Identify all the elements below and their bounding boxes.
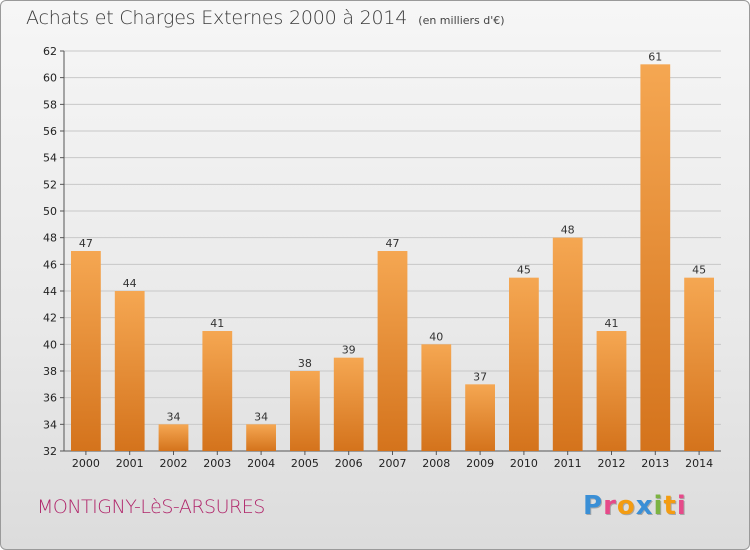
- bar: [684, 277, 714, 451]
- bar: [377, 251, 408, 451]
- y-tick-label: 48: [43, 232, 57, 245]
- value-label: 48: [561, 224, 575, 237]
- value-label: 41: [605, 317, 619, 330]
- value-label: 34: [254, 410, 268, 423]
- x-tick-label: 2014: [685, 457, 713, 470]
- y-tick-label: 46: [43, 258, 57, 271]
- value-label: 44: [123, 277, 137, 290]
- value-label: 34: [167, 410, 181, 423]
- logo-letter: x: [635, 491, 654, 521]
- bars: [71, 64, 714, 452]
- bar: [202, 331, 233, 451]
- chart-title: Achats et Charges Externes 2000 à 2014: [26, 7, 408, 29]
- bar: [71, 251, 101, 451]
- y-tick-label: 32: [43, 445, 57, 458]
- logo-letter: r: [603, 491, 617, 521]
- value-label: 45: [517, 264, 531, 277]
- x-tick-label: 2004: [247, 457, 275, 470]
- value-label: 47: [79, 237, 93, 250]
- bar: [114, 291, 145, 451]
- y-tick-label: 62: [43, 45, 57, 58]
- value-label: 45: [692, 264, 706, 277]
- y-tick-label: 52: [43, 178, 57, 191]
- value-label: 39: [342, 344, 356, 357]
- x-tick-label: 2000: [72, 457, 100, 470]
- value-label: 37: [473, 370, 487, 383]
- logo-letter: o: [616, 491, 636, 521]
- value-label: 47: [386, 237, 400, 250]
- y-tick-label: 42: [43, 312, 57, 325]
- x-tick-label: 2007: [379, 457, 407, 470]
- bar: [509, 277, 539, 451]
- value-label: 41: [210, 317, 224, 330]
- bar: [290, 371, 320, 451]
- logo-letter: t: [663, 491, 677, 521]
- x-tick-label: 2010: [510, 457, 538, 470]
- y-tick-label: 34: [43, 418, 57, 431]
- logo-letter: i: [676, 491, 687, 521]
- bar: [552, 237, 583, 451]
- logo-letter: P: [583, 491, 604, 521]
- bar: [158, 424, 189, 451]
- bar: [246, 424, 276, 451]
- x-tick-label: 2001: [116, 457, 144, 470]
- x-tick-label: 2011: [554, 457, 582, 470]
- logo-letter: i: [653, 491, 664, 521]
- bar: [333, 357, 364, 451]
- y-tick-label: 44: [43, 285, 57, 298]
- value-label: 40: [429, 330, 443, 343]
- x-tick-label: 2003: [203, 457, 231, 470]
- x-tick-label: 2012: [598, 457, 626, 470]
- x-tick-label: 2013: [641, 457, 669, 470]
- x-tick-label: 2008: [422, 457, 450, 470]
- x-tick-label: 2002: [160, 457, 188, 470]
- title-row: Achats et Charges Externes 2000 à 2014 (…: [26, 7, 505, 37]
- x-tick-label: 2006: [335, 457, 363, 470]
- bar: [596, 331, 627, 451]
- bar: [465, 384, 495, 451]
- x-tick-label: 2005: [291, 457, 319, 470]
- y-tick-label: 58: [43, 98, 57, 111]
- y-tick-label: 54: [43, 152, 57, 165]
- bar: [640, 64, 671, 452]
- y-tick-label: 38: [43, 365, 57, 378]
- y-tick-label: 56: [43, 125, 57, 138]
- y-tick-label: 36: [43, 392, 57, 405]
- commune-name: MONTIGNY-LèS-ARSURES: [37, 496, 265, 518]
- proxiti-logo: Proxiti: [583, 491, 687, 521]
- x-tick-label: 2009: [466, 457, 494, 470]
- y-tick-label: 60: [43, 72, 57, 85]
- y-tick-label: 50: [43, 205, 57, 218]
- labels: 32 34 36 38 40 42 44 46 48 50 52 54 56 58 60 62 2000 47 20…: [43, 45, 713, 470]
- y-tick-label: 40: [43, 338, 57, 351]
- value-label: 61: [648, 50, 662, 63]
- chart-subtitle: (en milliers d'€): [418, 14, 505, 27]
- value-label: 38: [298, 357, 312, 370]
- bar: [421, 344, 452, 451]
